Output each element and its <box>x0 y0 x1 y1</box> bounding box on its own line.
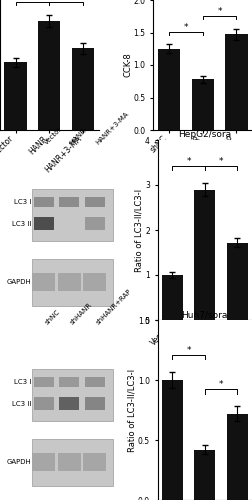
Bar <box>34 377 54 387</box>
Text: *: * <box>186 156 191 166</box>
Text: *: * <box>219 380 223 390</box>
Bar <box>58 453 81 471</box>
Bar <box>32 273 55 291</box>
Bar <box>83 273 106 291</box>
Bar <box>5 62 26 130</box>
Bar <box>227 242 248 320</box>
Y-axis label: Ratio of LC3-II/LC3-I: Ratio of LC3-II/LC3-I <box>127 368 136 452</box>
Bar <box>32 453 55 471</box>
Text: *: * <box>30 0 35 2</box>
Bar <box>59 397 79 410</box>
Text: *: * <box>217 7 222 16</box>
Text: *: * <box>219 156 223 166</box>
Text: shHANR+RAP: shHANR+RAP <box>95 288 133 326</box>
Bar <box>194 450 215 500</box>
Bar <box>85 397 105 410</box>
Text: HANR: HANR <box>69 128 88 146</box>
Y-axis label: Ratio of LC3-II/LC3-I: Ratio of LC3-II/LC3-I <box>135 188 144 272</box>
Bar <box>192 80 214 130</box>
Bar <box>34 397 54 410</box>
Text: *: * <box>64 0 69 2</box>
Text: GAPDH: GAPDH <box>7 279 31 285</box>
Bar <box>34 197 54 207</box>
Bar <box>59 197 79 207</box>
Bar <box>38 21 60 130</box>
Bar <box>85 197 105 207</box>
Bar <box>32 368 113 421</box>
Bar <box>58 273 81 291</box>
Text: GAPDH: GAPDH <box>7 459 31 465</box>
Text: LC3 II: LC3 II <box>12 400 31 406</box>
Text: *: * <box>183 23 188 32</box>
Title: HepG2/sora: HepG2/sora <box>178 130 231 139</box>
Title: Huh7/sora: Huh7/sora <box>181 310 228 319</box>
Bar <box>59 377 79 387</box>
Text: LC3 I: LC3 I <box>14 379 31 385</box>
Bar <box>227 414 248 500</box>
Text: LC3 I: LC3 I <box>14 199 31 205</box>
Text: shHANR: shHANR <box>69 302 93 326</box>
Bar <box>83 453 106 471</box>
Bar <box>85 377 105 387</box>
Y-axis label: CCK-8: CCK-8 <box>123 52 132 78</box>
Bar <box>158 49 180 130</box>
Bar <box>162 380 183 500</box>
Text: *: * <box>186 346 191 354</box>
Bar <box>72 48 94 130</box>
Bar <box>32 439 113 486</box>
Bar <box>194 190 215 320</box>
Bar <box>32 259 113 306</box>
Text: shNC: shNC <box>44 309 61 326</box>
Bar <box>34 217 54 230</box>
Bar <box>85 217 105 230</box>
Bar <box>32 188 113 241</box>
Text: HANR+3-MA: HANR+3-MA <box>95 111 130 146</box>
Bar <box>226 34 247 130</box>
Bar <box>59 217 79 230</box>
Bar <box>162 275 183 320</box>
Text: Vector: Vector <box>44 126 64 146</box>
Text: LC3 II: LC3 II <box>12 220 31 226</box>
